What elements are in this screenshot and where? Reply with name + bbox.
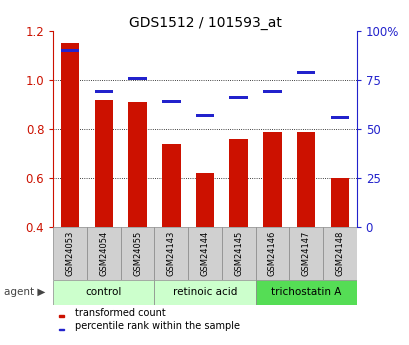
Text: GSM24146: GSM24146 — [267, 231, 276, 276]
Text: GSM24148: GSM24148 — [335, 231, 344, 276]
Bar — [330, 178, 348, 227]
Bar — [128, 102, 146, 227]
Text: trichostatin A: trichostatin A — [270, 287, 340, 297]
Bar — [87, 227, 120, 280]
Bar — [154, 227, 188, 280]
Bar — [162, 144, 180, 227]
Bar — [263, 132, 281, 227]
Text: GSM24054: GSM24054 — [99, 231, 108, 276]
Text: agent ▶: agent ▶ — [4, 287, 45, 297]
Bar — [53, 280, 154, 305]
Text: control: control — [85, 287, 122, 297]
Text: GSM24147: GSM24147 — [301, 231, 310, 276]
Bar — [195, 174, 214, 227]
Bar — [188, 227, 221, 280]
Bar — [94, 100, 113, 227]
Bar — [61, 49, 79, 52]
Bar — [162, 100, 180, 103]
Bar — [120, 227, 154, 280]
Bar — [154, 280, 255, 305]
Text: GSM24055: GSM24055 — [133, 231, 142, 276]
Text: retinoic acid: retinoic acid — [172, 287, 237, 297]
Bar — [53, 227, 87, 280]
Bar — [255, 280, 356, 305]
Bar — [322, 227, 356, 280]
Bar — [59, 315, 64, 317]
Bar — [61, 43, 79, 227]
Bar — [296, 71, 315, 74]
Bar — [229, 139, 247, 227]
Bar — [289, 227, 322, 280]
Text: GSM24053: GSM24053 — [65, 231, 74, 276]
Text: GSM24143: GSM24143 — [166, 231, 175, 276]
Text: GSM24144: GSM24144 — [200, 231, 209, 276]
Bar — [255, 227, 289, 280]
Bar — [221, 227, 255, 280]
Bar — [195, 114, 214, 117]
Bar — [263, 90, 281, 93]
Text: transformed count: transformed count — [74, 308, 165, 318]
Bar — [59, 329, 64, 330]
Text: GSM24145: GSM24145 — [234, 231, 243, 276]
Bar — [94, 90, 113, 93]
Bar — [128, 77, 146, 80]
Bar — [229, 96, 247, 99]
Bar — [296, 132, 315, 227]
Bar — [330, 116, 348, 119]
Title: GDS1512 / 101593_at: GDS1512 / 101593_at — [128, 16, 281, 30]
Text: percentile rank within the sample: percentile rank within the sample — [74, 322, 239, 332]
